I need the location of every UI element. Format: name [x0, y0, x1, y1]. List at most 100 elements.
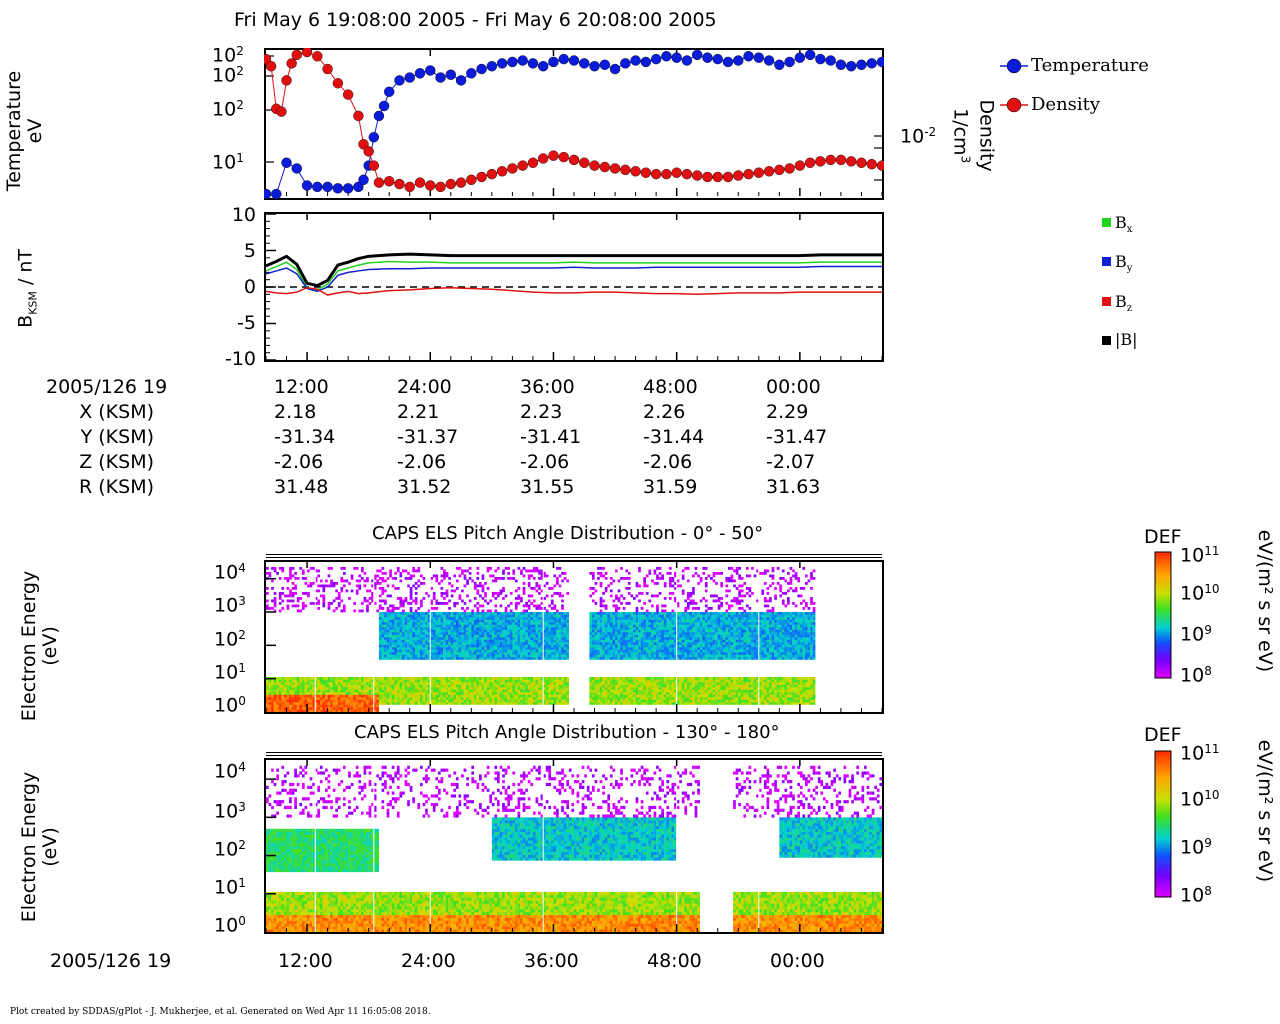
spectrogram-cell: [343, 607, 346, 610]
spectrogram-cell: [545, 594, 549, 598]
spectrogram-cell: [376, 682, 380, 685]
spectrogram-cell: [443, 642, 446, 645]
spectrogram-cell: [409, 634, 413, 638]
spectrogram-cell: [463, 689, 467, 693]
spectrogram-cell: [604, 677, 608, 680]
spectrogram-cell: [437, 652, 441, 655]
spectrogram-cell: [427, 642, 431, 645]
spectrogram-cell: [345, 682, 349, 685]
spectrogram-cell: [458, 697, 462, 700]
spectrogram-cell: [414, 569, 418, 573]
spectrogram-cell: [556, 624, 559, 628]
spectrogram-cell: [509, 649, 513, 653]
spectrogram-cell: [627, 652, 631, 655]
spectrogram-cell: [432, 574, 436, 578]
spectrogram-cell: [486, 647, 490, 650]
spectrogram-cell: [409, 652, 413, 655]
spectrogram-cell: [520, 617, 523, 620]
spectrogram-cell: [484, 692, 487, 695]
spectrogram-cell: [327, 607, 331, 610]
spectrogram-cell: [453, 614, 457, 618]
spectrogram-cell: [435, 644, 439, 648]
spectrogram-cell: [538, 607, 541, 610]
spectrogram-cell: [599, 599, 603, 603]
spectrogram-cell: [286, 682, 290, 685]
spectrogram-cell: [486, 569, 490, 573]
spectrogram-cell: [281, 599, 285, 603]
spectrogram-cell: [420, 599, 423, 603]
spectrogram-cell: [448, 619, 451, 623]
spectrogram-cell: [473, 689, 477, 693]
spectrogram-cell: [538, 689, 541, 693]
spectrogram-cell: [491, 654, 495, 658]
spectrogram-cell: [509, 617, 513, 620]
spectrogram-cell: [674, 599, 677, 603]
spectrogram-cell: [435, 624, 439, 628]
spectrogram-cell: [422, 624, 426, 628]
spectrogram-cell: [676, 684, 680, 688]
spectrogram-cell: [563, 572, 567, 575]
spectrogram-cell: [658, 567, 662, 570]
spectrogram-cell: [627, 647, 631, 650]
spectrogram-cell: [330, 567, 333, 570]
spectrogram-cell: [289, 697, 292, 700]
spectrogram-cell: [638, 649, 641, 653]
spectrogram-cell: [545, 582, 549, 585]
spectrogram-cell: [348, 684, 351, 688]
spectrogram-cell: [640, 617, 644, 620]
spectrogram-cell: [432, 699, 436, 703]
temperature-line: [266, 54, 883, 195]
spectrogram-cell: [550, 639, 554, 643]
spectrogram-cell: [535, 677, 539, 680]
spectrogram-cell: [658, 644, 662, 648]
spectrogram-cell: [566, 689, 569, 693]
spectrogram-cell: [612, 627, 616, 630]
spectrogram-cell: [271, 687, 274, 690]
spectrogram-cell: [304, 577, 308, 580]
spectrogram-cell: [643, 612, 646, 615]
spectrogram-cell: [327, 602, 331, 605]
temperature-point: [378, 100, 390, 112]
spectrogram-cell: [301, 577, 305, 580]
spectrogram-cell: [437, 654, 441, 658]
spectrogram-cell: [484, 702, 487, 705]
spectrogram-cell: [671, 654, 675, 658]
spectrogram-cell: [394, 689, 398, 693]
spectrogram-cell: [599, 617, 603, 620]
spectrogram-cell: [266, 704, 269, 708]
spectrogram-cell: [548, 637, 552, 640]
spectrogram-cell: [497, 592, 500, 595]
spectrogram-cell: [550, 644, 554, 648]
spectrogram-cell: [466, 684, 469, 688]
spectrogram-cell: [391, 702, 395, 705]
spectrogram-cell: [450, 652, 454, 655]
spectrogram-cell: [343, 682, 346, 685]
spectrogram-cell: [612, 642, 616, 645]
spectrogram-cell: [430, 689, 433, 693]
spectrogram-cell: [671, 652, 675, 655]
spectrogram-cell: [417, 619, 421, 623]
spectrogram-cell: [653, 647, 657, 650]
spectrogram-cell: [633, 639, 636, 643]
spectrogram-cell: [286, 699, 290, 703]
spectrogram-cell: [437, 684, 441, 688]
spectrogram-cell: [455, 649, 459, 653]
spectrogram-cell: [450, 684, 454, 688]
spectrogram-cell: [661, 692, 664, 695]
spectrogram-cell: [507, 577, 510, 580]
spectrogram-cell: [530, 679, 534, 683]
spectrogram-cell: [651, 617, 654, 620]
spectrogram-cell: [450, 644, 454, 648]
spectrogram-cell: [330, 579, 333, 583]
spectrogram-cell: [648, 614, 652, 618]
spectrogram-cell: [386, 617, 390, 620]
ephemeris-value: 2.21: [397, 401, 440, 423]
spectrogram-cell: [437, 612, 441, 615]
spectrogram-cell: [437, 629, 441, 633]
spectrogram-cell: [319, 579, 323, 583]
spectrogram-cell: [422, 629, 426, 633]
spectrogram-cell: [630, 614, 634, 618]
spectrogram-cell: [409, 619, 413, 623]
spectrogram-cell: [399, 579, 403, 583]
spectrogram-cell: [530, 622, 534, 625]
